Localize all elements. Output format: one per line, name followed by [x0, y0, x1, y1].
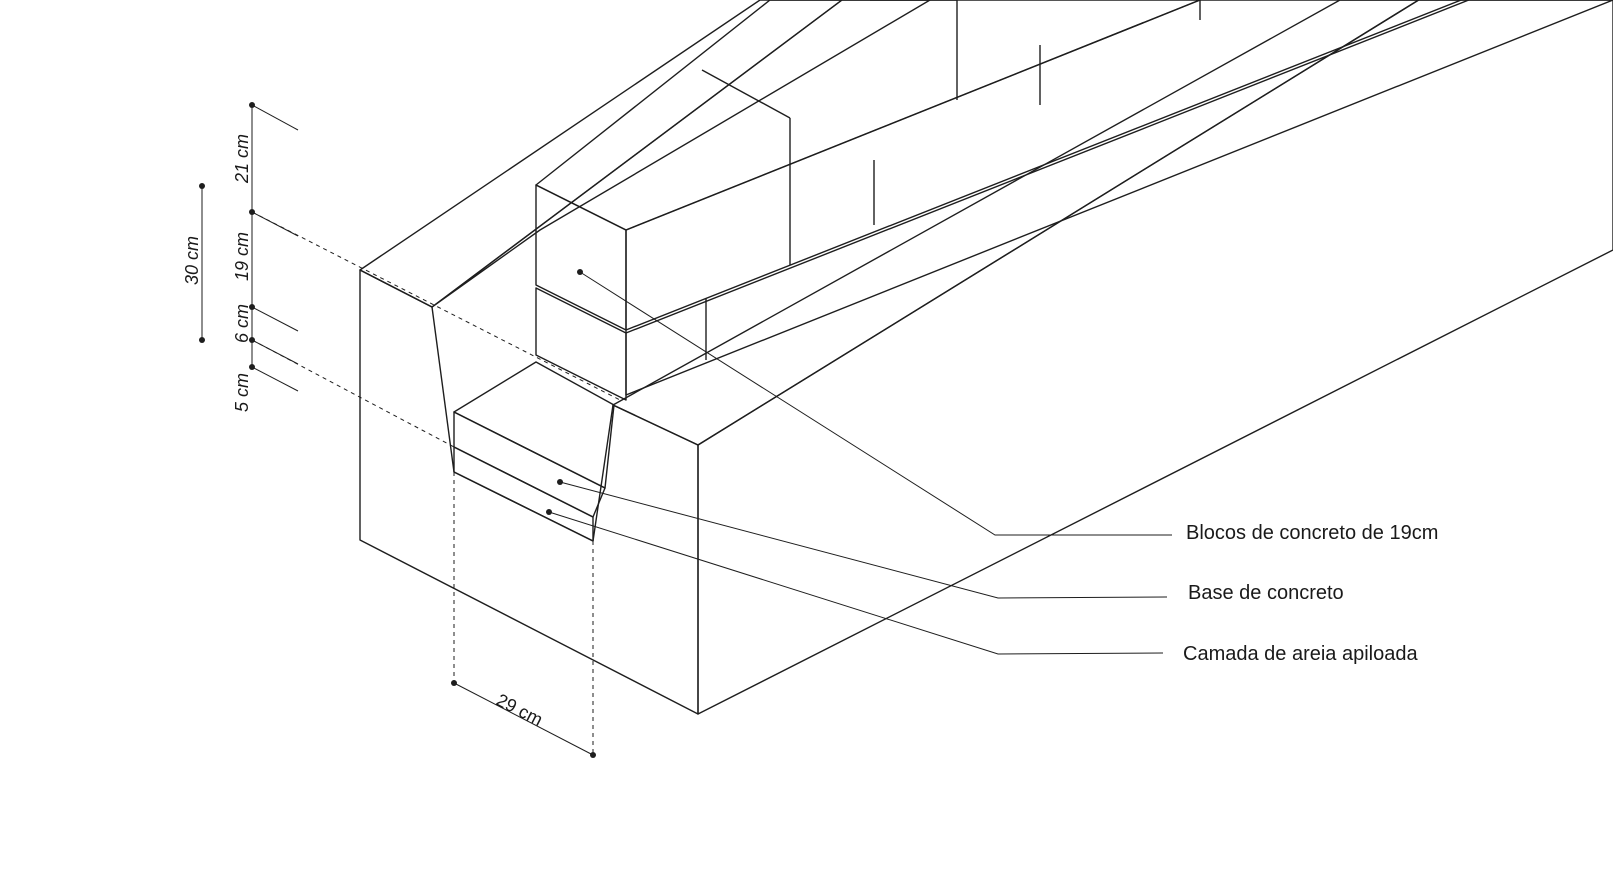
concrete-base-front [453, 411, 606, 518]
vertical-dimensions: 21 cm 19 cm 6 cm 5 cm 30 cm [182, 102, 299, 412]
soil-top-right [612, 0, 1613, 446]
dim-19cm: 19 cm [232, 232, 252, 281]
block-end-upper [535, 184, 627, 331]
course-joint-2 [625, 0, 1471, 334]
wall-side-face [625, 0, 1613, 396]
footing [453, 361, 615, 542]
block-wall [535, 0, 1613, 401]
sand-layer [453, 446, 594, 542]
leader-sand [548, 511, 1164, 655]
trench-left-wall [431, 0, 931, 308]
soil-side-face [697, 0, 1613, 715]
top-joint [701, 69, 791, 119]
soil-top-left [359, 0, 843, 308]
projection-lines [251, 211, 621, 755]
soil-mass [359, 0, 1613, 715]
dim-5cm: 5 cm [232, 373, 252, 412]
wall-top-face [535, 0, 1201, 231]
dim-21cm: 21 cm [232, 134, 252, 184]
course-joint [625, 0, 1464, 331]
callout-labels: Blocos de concreto de 19cm Base de concr… [1183, 522, 1438, 665]
leader-base [559, 481, 1168, 599]
concrete-base-top [453, 361, 615, 489]
dim-30cm: 30 cm [182, 236, 202, 285]
dim-6cm: 6 cm [232, 304, 252, 343]
soil-end-face [359, 269, 699, 715]
block-end-lower [535, 287, 627, 401]
label-blocks: Blocos de concreto de 19cm [1186, 522, 1438, 544]
label-base: Base de concreto [1188, 582, 1344, 604]
leader-lines [546, 269, 1172, 655]
width-dimension: 29 cm [451, 680, 596, 758]
leader-blocks [579, 271, 1172, 536]
label-sand: Camada de areia apiloada [1183, 643, 1418, 665]
dim-29cm: 29 cm [493, 690, 546, 730]
